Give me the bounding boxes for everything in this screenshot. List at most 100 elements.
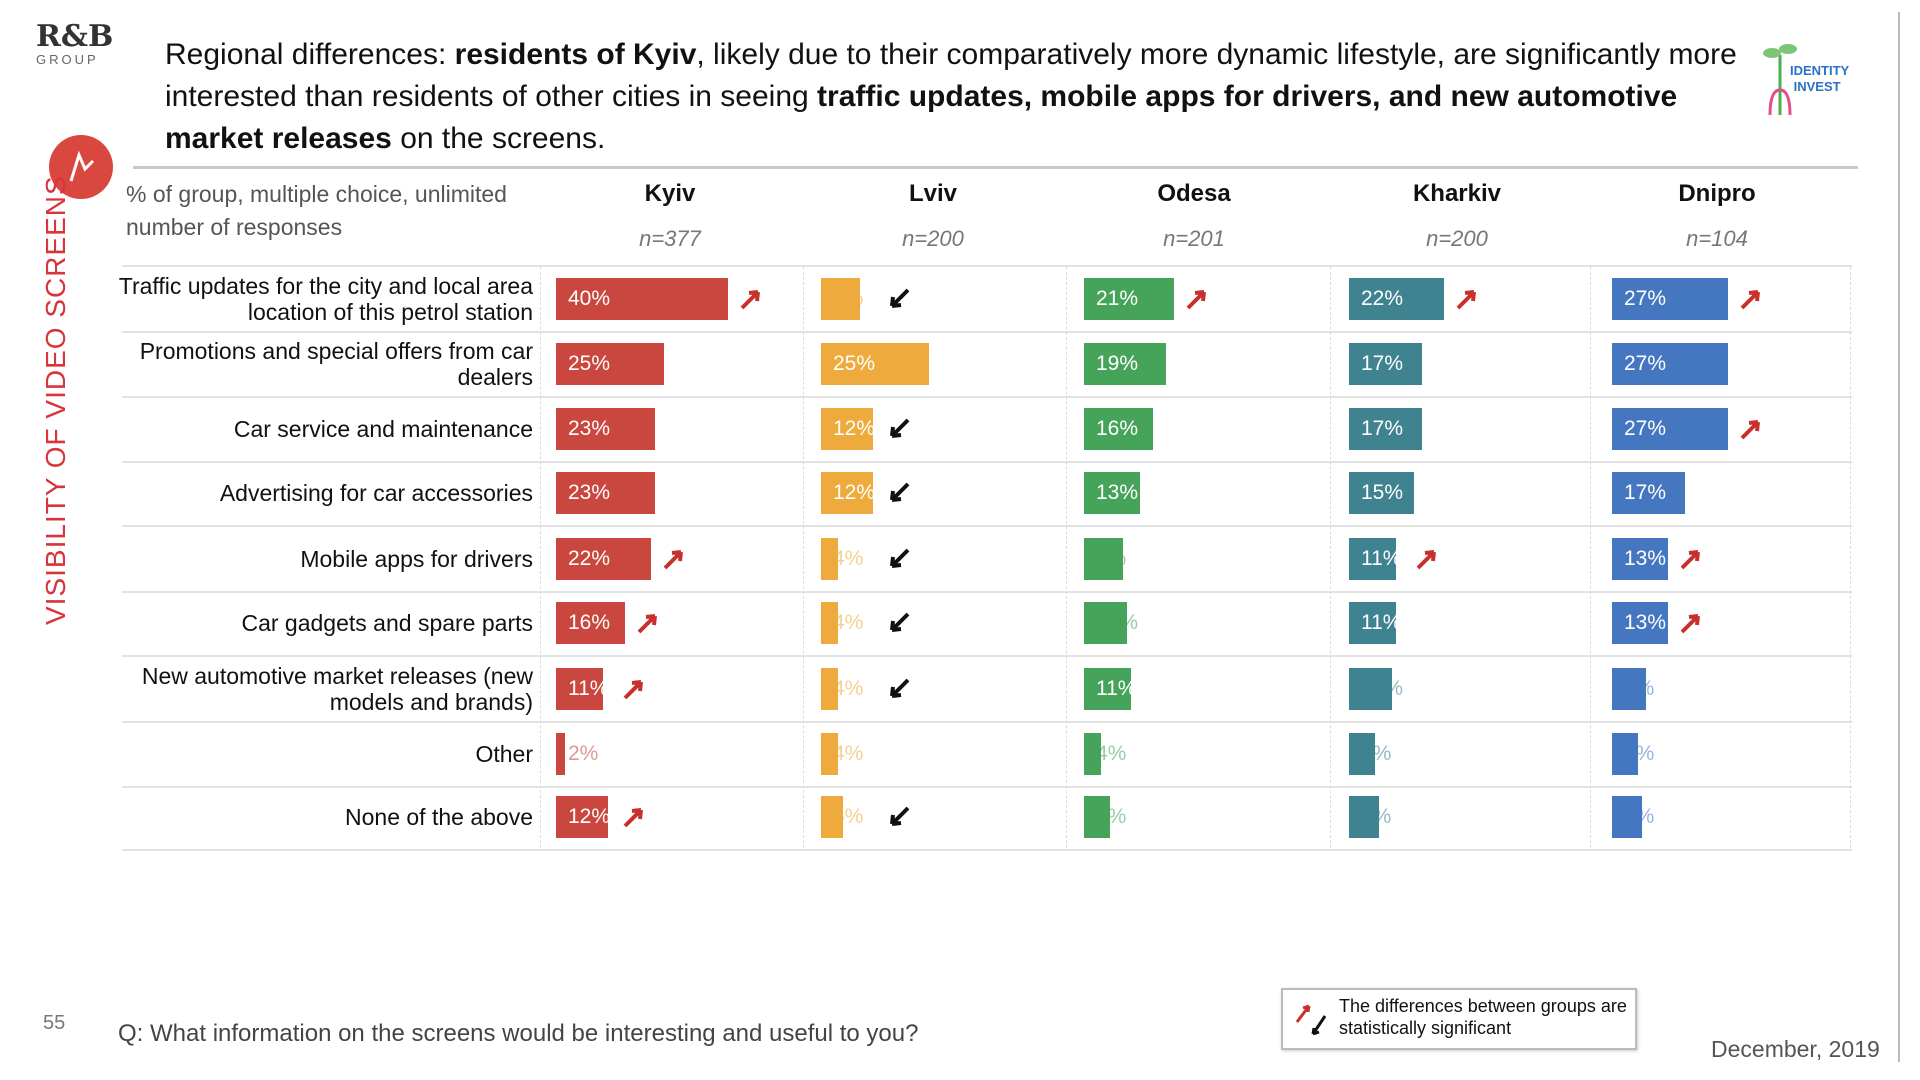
row-separator (122, 721, 1852, 723)
page-border (1898, 12, 1900, 1062)
bar-kharkiv (1349, 602, 1397, 644)
report-date: December, 2019 (1711, 1036, 1880, 1062)
bar-value-label: 5% (833, 805, 864, 828)
bar-odesa (1084, 538, 1123, 580)
bar-kyiv (556, 796, 608, 838)
bar-value-label: 6% (1361, 742, 1392, 765)
bar-odesa (1084, 278, 1175, 320)
bar-value-label: 19% (1096, 352, 1139, 375)
bar-lviv (821, 408, 873, 450)
significant-up-arrow-icon (1678, 546, 1704, 572)
significant-up-arrow-icon (1184, 286, 1210, 312)
row-separator (122, 655, 1852, 657)
sample-size: n=200 (1426, 226, 1488, 251)
bar-value-label: 13% (1096, 481, 1139, 504)
row-separator (122, 849, 1852, 851)
slide-title: Regional differences: residents of Kyiv,… (165, 34, 1755, 160)
bar-value-label: 12% (833, 417, 876, 440)
bar-kyiv (556, 472, 655, 514)
bar-kyiv (556, 538, 651, 580)
bar-value-label: 22% (568, 547, 611, 570)
bar-kharkiv (1349, 343, 1423, 385)
column-divider (1330, 267, 1331, 848)
title-part: residents of Kyiv (454, 38, 697, 71)
bar-value-label: 21% (1096, 287, 1139, 310)
bar-value-label: 11% (1361, 547, 1402, 570)
bar-dnipro (1612, 668, 1647, 710)
bar-kharkiv (1349, 408, 1423, 450)
bar-kyiv (556, 733, 565, 775)
row-label: Car service and maintenance (233, 416, 533, 442)
significant-up-arrow-icon (738, 286, 764, 312)
row-label: Car gadgets and spare parts (241, 610, 533, 636)
significant-up-arrow-icon (635, 610, 661, 636)
bar-value-label: 25% (568, 352, 611, 375)
bar-lviv (821, 538, 839, 580)
bar-dnipro (1612, 278, 1729, 320)
significant-up-arrow-icon (1738, 416, 1764, 442)
row-separator (122, 331, 1852, 333)
bar-odesa (1084, 343, 1166, 385)
bar-value-label: 4% (1096, 742, 1127, 765)
row-label: Promotions and special offers from car d… (139, 338, 533, 390)
row-label: Advertising for car accessories (219, 480, 533, 506)
bar-value-label: 4% (833, 742, 864, 765)
significant-up-arrow-icon (1414, 546, 1440, 572)
bar-kyiv (556, 602, 625, 644)
row-label: Mobile apps for drivers (300, 546, 533, 572)
significant-up-arrow-icon (1738, 286, 1764, 312)
bar-value-label: 23% (568, 417, 611, 440)
bar-dnipro (1612, 408, 1729, 450)
title-part: Regional differences: (165, 38, 455, 71)
section-label: VISIBILITY OF VIDEO SCREENS (40, 175, 71, 625)
row-label: Traffic updates for the city and local a… (118, 273, 533, 325)
bar-odesa (1084, 472, 1140, 514)
row-label: New automotive market releases (new mode… (141, 663, 533, 715)
bar-value-label: 12% (568, 805, 611, 828)
column-header-lviv: Lviv (908, 180, 958, 207)
bar-value-label: 6% (1096, 805, 1127, 828)
column-divider (1066, 267, 1067, 848)
bar-value-label: 17% (1361, 352, 1404, 375)
row-separator (122, 461, 1852, 463)
row-separator (122, 786, 1852, 788)
bar-value-label: 8% (1624, 677, 1655, 700)
sample-size: n=200 (902, 226, 964, 251)
bar-dnipro (1612, 602, 1668, 644)
bar-dnipro (1612, 733, 1638, 775)
bar-value-label: 7% (1624, 805, 1655, 828)
bar-value-label: 6% (1624, 742, 1655, 765)
column-divider (540, 267, 541, 848)
bar-kharkiv (1349, 472, 1414, 514)
bar-odesa (1084, 733, 1102, 775)
bar-kharkiv (1349, 796, 1380, 838)
significant-down-arrow-icon (886, 610, 912, 636)
bar-value-label: 9% (1096, 547, 1127, 570)
legend-text: The differences between groups are stati… (1339, 996, 1627, 1038)
bar-kharkiv (1349, 538, 1397, 580)
bar-value-label: 17% (1624, 481, 1667, 504)
bar-kyiv (556, 278, 728, 320)
bar-value-label: 7% (1361, 805, 1392, 828)
bar-value-label: 16% (568, 611, 611, 634)
bar-lviv (821, 278, 860, 320)
bar-value-label: 27% (1624, 417, 1667, 440)
bar-lviv (821, 343, 929, 385)
bar-dnipro (1612, 343, 1729, 385)
bar-odesa (1084, 668, 1132, 710)
bar-lviv (821, 602, 839, 644)
title-part: on the screens. (391, 122, 606, 155)
column-divider (803, 267, 804, 848)
significant-down-arrow-icon (886, 416, 912, 442)
bar-value-label: 40% (568, 287, 611, 310)
significant-up-arrow-icon (661, 546, 687, 572)
bar-value-label: 4% (833, 547, 864, 570)
hand-icon (49, 135, 113, 199)
column-divider (1850, 267, 1851, 848)
column-header-kharkiv: Kharkiv (1412, 180, 1502, 207)
significant-down-arrow-icon (886, 676, 912, 702)
bar-kyiv (556, 343, 664, 385)
sample-size: n=104 (1686, 226, 1748, 251)
bar-dnipro (1612, 796, 1643, 838)
bar-value-label: 4% (833, 677, 864, 700)
